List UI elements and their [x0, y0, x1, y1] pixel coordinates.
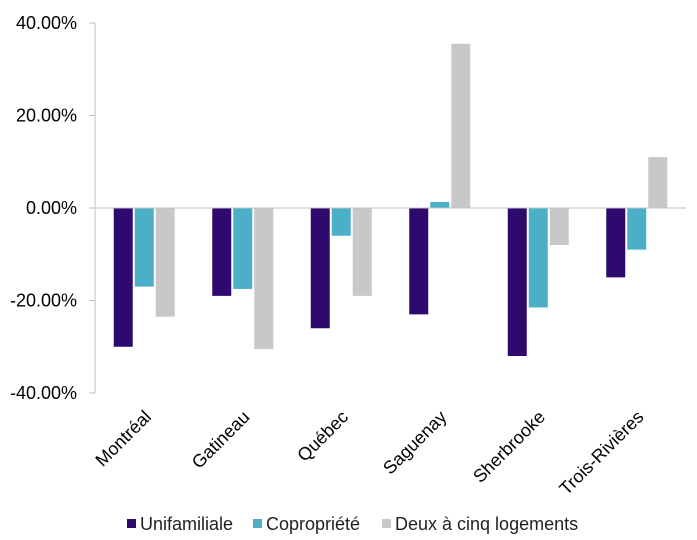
x-axis: Montréal Gatineau Québec Saguenay Sherbrooke… — [91, 207, 686, 499]
bar-deux-cinq-logements-3 — [352, 208, 372, 296]
legend-swatch — [253, 519, 262, 528]
bar-copropri-t--1 — [134, 208, 154, 287]
x-tick-label: Trois-Rivières — [555, 407, 647, 499]
bar-deux-cinq-logements-2 — [254, 208, 274, 350]
bar-unifamiliale-5 — [507, 208, 527, 356]
bar-deux-cinq-logements-4 — [451, 43, 471, 208]
legend-swatch — [382, 519, 391, 528]
bar-copropri-t--3 — [331, 208, 351, 236]
y-tick-label: 40.00% — [16, 13, 77, 33]
y-axis: 40.00% 20.00% 0.00% -20.00% -40.00% — [10, 13, 96, 403]
bar-deux-cinq-logements-6 — [648, 157, 668, 208]
bar-unifamiliale-6 — [606, 208, 626, 278]
y-tick-label: -40.00% — [10, 383, 77, 403]
legend-label: Unifamiliale — [140, 514, 233, 534]
bar-unifamiliale-4 — [409, 208, 429, 315]
x-tick-label: Gatineau — [188, 407, 254, 473]
bar-copropri-t--6 — [627, 208, 647, 250]
legend-swatch — [127, 519, 136, 528]
legend: Unifamiliale Copropriété Deux à cinq logem… — [127, 514, 578, 534]
bar-copropri-t--5 — [528, 208, 548, 308]
bar-copropri-t--4 — [430, 201, 450, 208]
y-tick-label: -20.00% — [10, 291, 77, 311]
bar-deux-cinq-logements-1 — [155, 208, 175, 317]
bar-unifamiliale-1 — [113, 208, 133, 347]
legend-label: Copropriété — [266, 514, 360, 534]
y-tick-label: 0.00% — [26, 198, 77, 218]
bar-deux-cinq-logements-5 — [549, 208, 569, 245]
legend-label: Deux à cinq logements — [395, 514, 578, 534]
x-tick-label: Saguenay — [379, 407, 450, 478]
x-tick-label: Montréal — [91, 407, 155, 471]
x-tick-label: Québec — [293, 407, 352, 466]
bar-unifamiliale-2 — [212, 208, 232, 296]
y-tick-label: 20.00% — [16, 106, 77, 126]
bar-unifamiliale-3 — [310, 208, 330, 329]
bar-copropri-t--2 — [233, 208, 253, 289]
bars-group — [113, 43, 668, 356]
x-tick-label: Sherbrooke — [469, 407, 549, 487]
